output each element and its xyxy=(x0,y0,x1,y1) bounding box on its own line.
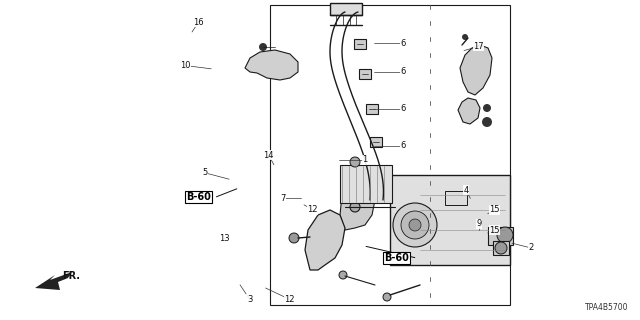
Text: 6: 6 xyxy=(401,104,406,113)
Text: 3: 3 xyxy=(247,295,252,304)
Polygon shape xyxy=(458,98,480,124)
Text: B-60: B-60 xyxy=(385,252,409,263)
Text: 13: 13 xyxy=(219,234,229,243)
Text: 2: 2 xyxy=(529,244,534,252)
Bar xyxy=(370,137,382,147)
Bar xyxy=(445,191,467,205)
Text: 6: 6 xyxy=(401,68,406,76)
Circle shape xyxy=(401,211,429,239)
Text: FR.: FR. xyxy=(62,271,80,281)
Text: 17: 17 xyxy=(474,42,484,51)
Text: 4: 4 xyxy=(463,186,468,195)
Circle shape xyxy=(393,203,437,247)
Text: B-60: B-60 xyxy=(186,192,211,202)
Circle shape xyxy=(483,104,491,112)
Bar xyxy=(354,39,366,49)
Polygon shape xyxy=(35,272,72,290)
Text: 6: 6 xyxy=(401,39,406,48)
Text: 15: 15 xyxy=(490,226,500,235)
Text: 1: 1 xyxy=(362,156,367,164)
Bar xyxy=(493,241,509,255)
Text: 14: 14 xyxy=(264,151,274,160)
Text: 6: 6 xyxy=(401,141,406,150)
Text: 12: 12 xyxy=(307,205,317,214)
Circle shape xyxy=(495,242,507,254)
Polygon shape xyxy=(340,183,375,230)
Text: TPA4B5700: TPA4B5700 xyxy=(584,303,628,312)
Bar xyxy=(488,227,513,245)
Circle shape xyxy=(350,157,360,167)
Text: 15: 15 xyxy=(490,205,500,214)
Circle shape xyxy=(409,219,421,231)
Text: 7: 7 xyxy=(280,194,285,203)
Circle shape xyxy=(339,271,347,279)
Text: 12: 12 xyxy=(284,295,294,304)
Polygon shape xyxy=(245,50,298,80)
Polygon shape xyxy=(460,45,492,95)
Bar xyxy=(270,5,510,305)
Circle shape xyxy=(350,202,360,212)
Circle shape xyxy=(259,43,267,51)
Text: 10: 10 xyxy=(180,61,191,70)
Circle shape xyxy=(482,117,492,127)
Circle shape xyxy=(289,233,299,243)
Text: 9: 9 xyxy=(476,220,481,228)
Bar xyxy=(359,69,371,79)
Bar xyxy=(340,165,392,203)
Text: 16: 16 xyxy=(193,18,204,27)
Bar xyxy=(366,104,378,114)
Circle shape xyxy=(383,293,391,301)
Circle shape xyxy=(497,227,513,243)
Polygon shape xyxy=(305,210,345,270)
Bar xyxy=(330,3,362,15)
Bar xyxy=(390,175,510,265)
Circle shape xyxy=(462,34,468,40)
Text: 5: 5 xyxy=(202,168,207,177)
